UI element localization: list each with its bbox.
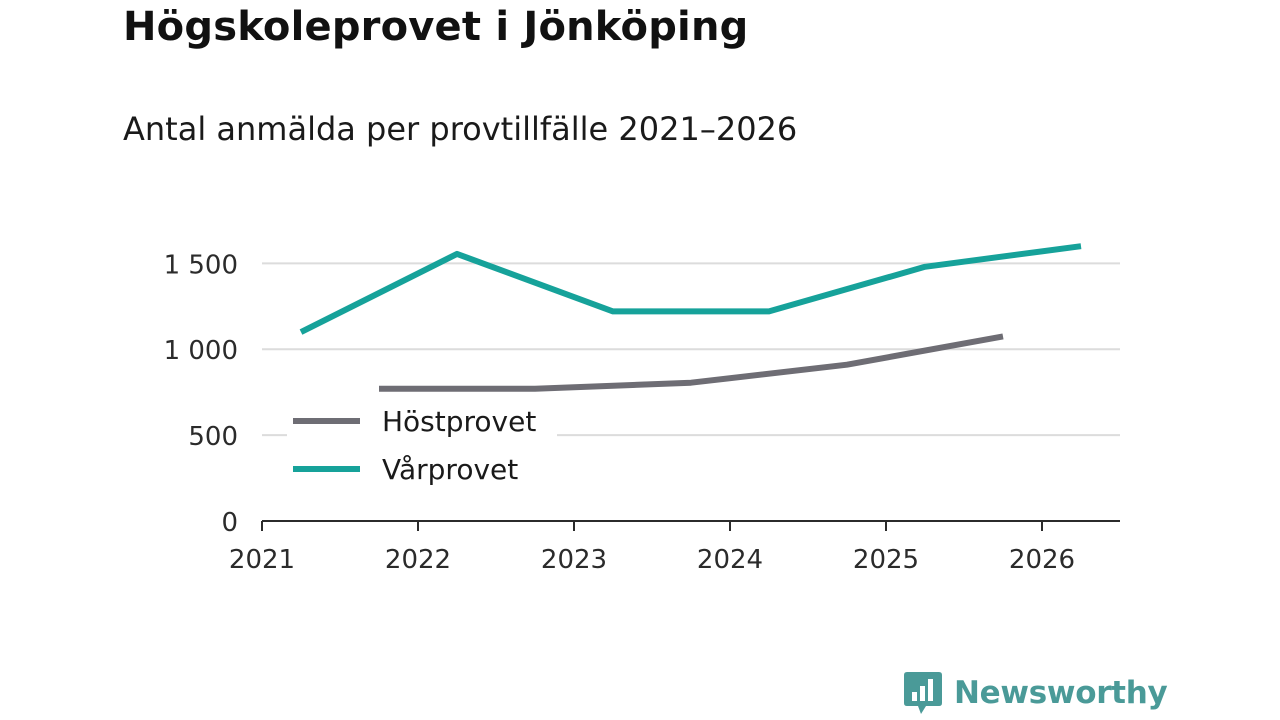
x-tick-label: 2022 [385, 545, 451, 575]
x-tick-label: 2021 [229, 545, 295, 575]
x-tick-label: 2026 [1009, 545, 1075, 575]
chart-bubble-icon-bar [912, 692, 917, 701]
legend-label: Vårprovet [382, 453, 518, 486]
series-lines [299, 243, 1082, 392]
y-tick-label: 0 [221, 508, 238, 538]
legend: Höstprovet Vårprovet [287, 399, 557, 489]
y-tick-label: 1 000 [164, 336, 238, 366]
chart-subtitle: Antal anmälda per provtillfälle 2021–202… [123, 110, 798, 148]
series-line-vårprovet [299, 243, 1082, 335]
brand-logo: Newsworthy [902, 670, 1168, 716]
x-tick-label: 2025 [853, 545, 919, 575]
y-tick-label: 500 [188, 422, 238, 452]
y-tick-label: 1 500 [164, 250, 238, 280]
brand-name: Newsworthy [954, 675, 1168, 711]
series-line-höstprovet [379, 333, 1004, 392]
x-tick-label: 2024 [697, 545, 763, 575]
legend-label: Höstprovet [382, 405, 536, 438]
axes: 0 500 1 000 1 500 2021 2022 2023 2024 2025 2026 [164, 250, 1120, 575]
chart-bubble-icon-bar [928, 679, 933, 701]
chart-bubble-icon [904, 672, 942, 714]
chart-title: Högskoleprovet i Jönköping [123, 4, 749, 50]
chart-bubble-icon-bar [920, 686, 925, 701]
x-tick-label: 2023 [541, 545, 607, 575]
